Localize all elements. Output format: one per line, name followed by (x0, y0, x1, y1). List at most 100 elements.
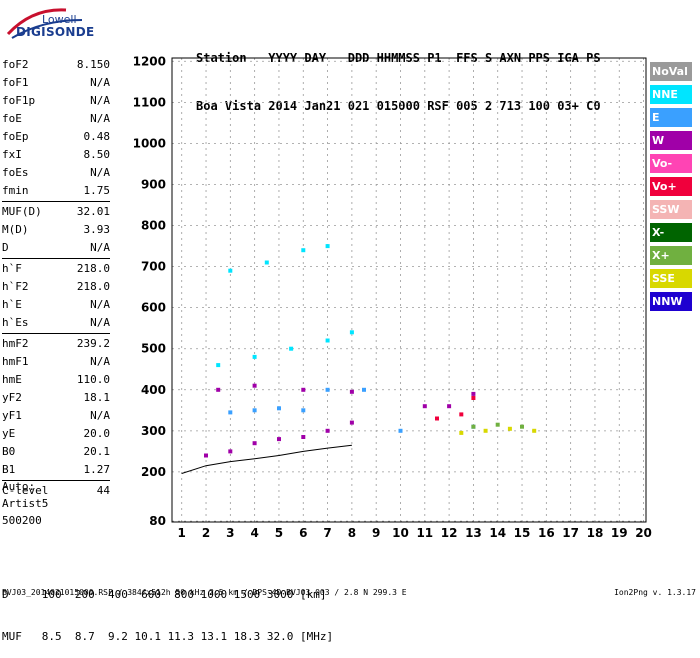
ionogram-chart: 1 2 3 4 5 6 7 8 9 10 11 12 13 14 15 16 17 18 19 20802003004… (133, 54, 652, 540)
param-value: 218.0 (76, 280, 110, 293)
echo-point (447, 404, 452, 409)
param-label: B0 (2, 445, 16, 458)
param-label: yF2 (2, 391, 22, 404)
param-label: fxI (2, 148, 22, 161)
legend-item-x-: X- (650, 223, 692, 242)
param-separator (2, 201, 110, 202)
param-label: foEs (2, 166, 29, 179)
param-label: h`F (2, 262, 22, 275)
echo-point (471, 424, 476, 429)
param-value: N/A (90, 409, 110, 422)
echo-point (349, 420, 354, 425)
chart-grid (172, 58, 646, 522)
param-value: 8.50 (83, 148, 111, 161)
x-tick-label: 6 (299, 526, 307, 540)
echo-point (483, 428, 488, 433)
param-value: 1.75 (83, 184, 111, 197)
param-label: foEp (2, 130, 29, 143)
echo-point (459, 430, 464, 435)
param-value: 239.2 (76, 337, 110, 350)
echo-point (507, 426, 512, 431)
param-value: 20.1 (83, 445, 111, 458)
param-row: h`F2 218.0 (2, 278, 110, 296)
x-tick-label: 14 (489, 526, 506, 540)
param-row: foEs N/A (2, 164, 110, 182)
x-tick-label: 16 (538, 526, 555, 540)
x-tick-label: 10 (392, 526, 409, 540)
param-row: h`F 218.0 (2, 260, 110, 278)
param-label: MUF(D) (2, 205, 42, 218)
legend-item-e: E (650, 108, 692, 127)
echo-point (301, 248, 306, 253)
param-row: foF1p N/A (2, 92, 110, 110)
param-label: hmF2 (2, 337, 29, 350)
echo-point (459, 412, 464, 417)
y-tick-label: 200 (141, 465, 166, 479)
param-value: N/A (90, 241, 110, 254)
y-tick-label: 1200 (133, 54, 166, 68)
echo-point (325, 387, 330, 392)
legend-item-nnw: NNW (650, 292, 692, 311)
param-value: 3.93 (83, 223, 111, 236)
echo-point (325, 338, 330, 343)
legend-item-nne: NNE (650, 85, 692, 104)
param-row: h`Es N/A (2, 314, 110, 332)
y-tick-label: 900 (141, 177, 166, 191)
echo-point (228, 449, 233, 454)
param-row: B0 20.1 (2, 443, 110, 461)
param-row: h`E N/A (2, 296, 110, 314)
y-tick-label: 600 (141, 301, 166, 315)
param-row: M(D) 3.93 (2, 221, 110, 239)
param-row: yE 20.0 (2, 425, 110, 443)
legend-item-x-: X+ (650, 246, 692, 265)
y-tick-label: 1100 (133, 95, 166, 109)
param-value: N/A (90, 316, 110, 329)
param-row: MUF(D) 32.01 (2, 203, 110, 221)
auto-code: 500200 (2, 514, 42, 527)
x-tick-label: 13 (465, 526, 482, 540)
trace-line (181, 444, 352, 474)
param-row: hmE 110.0 (2, 371, 110, 389)
param-label: hmE (2, 373, 22, 386)
digisonde-logo: Lowell DIGISONDE (2, 4, 122, 46)
auto-label: Auto: (2, 480, 36, 493)
x-tick-label: 18 (587, 526, 604, 540)
param-value: 18.1 (83, 391, 111, 404)
param-label: h`E (2, 298, 22, 311)
x-tick-label: 17 (562, 526, 579, 540)
param-row: fmin 1.75 (2, 182, 110, 200)
x-tick-label: 4 (250, 526, 258, 540)
param-label: foF2 (2, 58, 29, 71)
version-label: Ion2Png v. 1.3.17 (614, 588, 696, 597)
echo-point (422, 404, 427, 409)
file-info-line: BVJ03_2014021015000.RSF / 384fx512h 50 k… (2, 588, 407, 597)
distance-row: D 100 200 400 600 800 1000 1500 3000 [km… (2, 588, 327, 601)
param-value: 32.01 (76, 205, 110, 218)
logo-text-lowell: Lowell (42, 13, 77, 26)
x-tick-label: 20 (635, 526, 652, 540)
legend-item-vo-: Vo+ (650, 177, 692, 196)
param-value: N/A (90, 94, 110, 107)
x-tick-label: 8 (348, 526, 356, 540)
chart-ticks: 1 2 3 4 5 6 7 8 9 10 11 12 13 14 15 16 17 18 19 20802003004… (133, 54, 652, 540)
y-tick-label: 1000 (133, 136, 166, 150)
y-tick-label: 80 (149, 514, 166, 528)
param-row: foEp 0.48 (2, 128, 110, 146)
x-tick-label: 15 (514, 526, 531, 540)
param-separator (2, 258, 110, 259)
echo-point (252, 408, 257, 413)
echo-point (228, 268, 233, 273)
x-tick-label: 9 (372, 526, 380, 540)
param-value: 0.48 (83, 130, 111, 143)
param-row: foE N/A (2, 110, 110, 128)
param-row: C-level 44 (2, 482, 110, 500)
echo-point (289, 346, 294, 351)
param-label: foF1 (2, 76, 29, 89)
param-label: B1 (2, 463, 16, 476)
echo-point (277, 406, 281, 411)
echo-point (349, 330, 354, 335)
logo-text-digisonde: DIGISONDE (16, 25, 95, 39)
echo-point (362, 387, 366, 392)
param-label: yE (2, 427, 16, 440)
param-label: D (2, 241, 9, 254)
